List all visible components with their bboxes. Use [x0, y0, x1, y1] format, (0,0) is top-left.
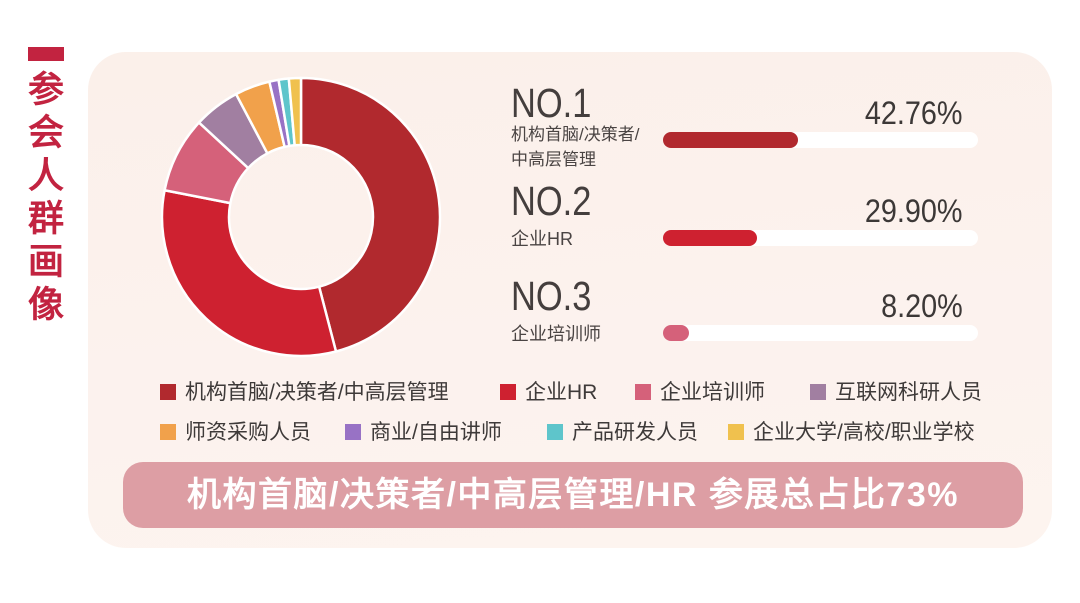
rank-percent-value: 42.76%	[865, 95, 963, 131]
legend-item: 企业大学/高校/职业学校	[728, 420, 975, 444]
rank-label: 企业HR	[511, 229, 573, 249]
legend-item: 互联网科研人员	[810, 380, 982, 404]
legend-item: 企业培训师	[635, 380, 765, 404]
donut-segment	[160, 189, 338, 358]
rank-bar-fill	[663, 325, 689, 341]
rank-number: NO.1	[511, 80, 592, 126]
ranking-row-2: NO.2 企业HR 29.90%	[0, 181, 1080, 271]
legend-label: 机构首脑/决策者/中高层管理	[185, 380, 449, 404]
rank-bar-fill	[663, 230, 758, 246]
donut-segment	[287, 76, 303, 147]
rank-percent-value: 29.90%	[865, 193, 963, 229]
legend-label: 企业大学/高校/职业学校	[753, 420, 975, 444]
legend-item: 师资采购人员	[160, 420, 311, 444]
summary-banner-text: 机构首脑/决策者/中高层管理/HR 参展总占比73%	[187, 476, 959, 514]
legend-item: 商业/自由讲师	[345, 420, 502, 444]
legend-item: 机构首脑/决策者/中高层管理	[160, 380, 449, 404]
rank-label: 机构首脑/决策者/ 中高层管理	[511, 125, 640, 169]
rank-label: 企业培训师	[511, 324, 601, 344]
rank-bar-track	[663, 325, 978, 341]
legend-swatch	[345, 424, 361, 440]
legend-swatch	[500, 384, 516, 400]
legend-swatch	[160, 424, 176, 440]
legend-label: 师资采购人员	[185, 420, 311, 444]
rank-percent-value: 8.20%	[881, 288, 963, 324]
rank-number: NO.2	[511, 178, 592, 224]
legend-swatch	[810, 384, 826, 400]
donut-chart	[160, 76, 442, 358]
legend-label: 企业培训师	[660, 380, 765, 404]
summary-banner: 机构首脑/决策者/中高层管理/HR 参展总占比73%	[123, 462, 1023, 528]
legend-label: 商业/自由讲师	[370, 420, 502, 444]
legend-label: 产品研发人员	[572, 420, 698, 444]
ranking-row-3: NO.3 企业培训师 8.20%	[0, 276, 1080, 366]
legend-item: 产品研发人员	[547, 420, 698, 444]
legend-label: 企业HR	[525, 380, 598, 404]
rank-bar-fill	[663, 132, 798, 148]
title-accent-block	[28, 47, 64, 61]
legend-item: 企业HR	[500, 380, 597, 404]
legend-label: 互联网科研人员	[835, 380, 982, 404]
legend-swatch	[635, 384, 651, 400]
legend-swatch	[547, 424, 563, 440]
rank-bar-track	[663, 230, 978, 246]
rank-number: NO.3	[511, 273, 592, 319]
rank-bar-track	[663, 132, 978, 148]
donut-segment	[299, 76, 442, 353]
page-title: 参会人群画像	[23, 70, 64, 328]
legend-swatch	[160, 384, 176, 400]
legend-swatch	[728, 424, 744, 440]
ranking-row-1: NO.1 机构首脑/决策者/ 中高层管理 42.76%	[0, 83, 1080, 173]
